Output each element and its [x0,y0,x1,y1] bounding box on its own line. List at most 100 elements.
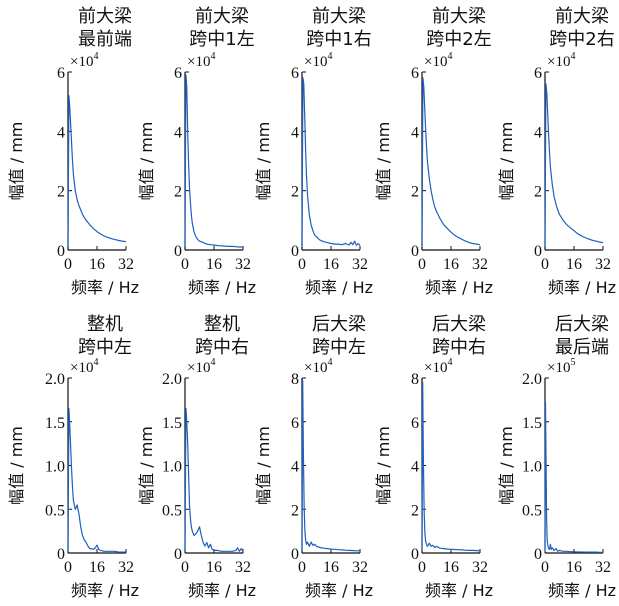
exponent-power: 4 [570,51,575,62]
exponent-base: ×10 [187,360,210,376]
series-line [544,401,603,553]
x-tick-label: 0 [541,559,549,576]
y-tick-label: 2 [57,184,65,201]
x-axis-label: 频率 / Hz [425,581,493,600]
y-tick-label: 1.0 [162,459,182,476]
x-tick-label: 32 [472,559,488,576]
y-axis-label: 幅值 / mm [254,426,273,505]
y-tick-label: 0 [57,243,65,260]
x-axis-label: 频率 / Hz [548,581,616,600]
y-tick-label: 4 [57,124,65,141]
exponent-label: ×105 [547,357,575,376]
x-tick-label: 16 [89,256,105,273]
y-tick-label: 0.5 [522,502,542,519]
y-tick-label: 0 [291,243,299,260]
subplot-title-line: 前大梁 [78,6,132,27]
y-tick-label: 4 [411,459,419,476]
exponent-power: 4 [327,357,332,368]
y-tick-label: 2.0 [522,371,542,388]
y-tick-label: 2 [291,502,299,519]
y-tick-label: 6 [291,65,299,82]
series-line [301,77,361,248]
y-tick-label: 0.5 [162,502,182,519]
y-tick-label: 2 [534,184,542,201]
x-tick-label: 16 [323,256,339,273]
y-tick-label: 0.5 [45,502,65,519]
y-tick-label: 6 [411,415,419,432]
x-tick-label: 32 [235,256,251,273]
x-tick-label: 32 [352,256,368,273]
exponent-power: 4 [447,51,452,62]
y-tick-label: 1.0 [522,459,542,476]
exponent-base: ×10 [187,54,210,70]
y-tick-label: 4 [174,124,182,141]
exponent-base: ×10 [547,54,570,70]
exponent-label: ×104 [70,51,98,70]
exponent-label: ×104 [187,51,215,70]
y-tick-label: 4 [534,124,542,141]
subplot-title-line: 跨中2左 [426,29,491,50]
y-tick-label: 2 [411,502,419,519]
y-tick-label: 0 [174,546,182,563]
series-line [67,95,127,248]
y-tick-label: 0 [411,546,419,563]
subplot-title-line: 后大梁 [432,314,486,335]
x-axis-label: 频率 / Hz [188,278,256,297]
x-tick-label: 16 [566,559,582,576]
subplot-title-line: 跨中1左 [189,29,254,50]
exponent-label: ×104 [424,51,452,70]
y-tick-label: 1.5 [162,415,182,432]
y-tick-label: 0 [534,243,542,260]
x-tick-label: 0 [64,256,72,273]
y-tick-label: 6 [291,415,299,432]
y-tick-label: 0 [291,546,299,563]
exponent-power: 4 [210,51,215,62]
exponent-power: 4 [327,51,332,62]
x-tick-label: 32 [595,256,611,273]
subplot-title-line: 后大梁 [312,314,366,335]
x-axis-label: 频率 / Hz [71,581,139,600]
y-axis-label: 幅值 / mm [254,122,273,201]
series-line [421,77,481,248]
exponent-label: ×104 [187,357,215,376]
y-tick-label: 8 [411,371,419,388]
exponent-base: ×10 [424,54,447,70]
x-tick-label: 32 [118,559,134,576]
x-tick-label: 16 [443,559,459,576]
y-tick-label: 6 [174,65,182,82]
subplot-title-line: 后大梁 [555,314,609,335]
exponent-base: ×10 [304,54,327,70]
subplot-title-line: 最后端 [555,337,609,358]
exponent-base: ×10 [547,360,570,376]
subplot-title-line: 最前端 [78,29,132,50]
exponent-label: ×104 [304,51,332,70]
x-tick-label: 0 [64,559,72,576]
series-line [67,408,126,553]
exponent-power: 4 [93,51,98,62]
y-axis-label: 幅值 / mm [374,122,393,201]
x-tick-label: 16 [206,256,222,273]
y-tick-label: 6 [534,65,542,82]
series-line [184,74,243,248]
x-tick-label: 16 [566,256,582,273]
series-line [301,379,360,552]
y-tick-label: 6 [57,65,65,82]
x-tick-label: 32 [235,559,251,576]
exponent-power: 4 [210,357,215,368]
y-tick-label: 0 [57,546,65,563]
subplot-title-line: 前大梁 [195,6,249,27]
x-axis-label: 频率 / Hz [548,278,616,297]
x-axis-label: 频率 / Hz [71,278,139,297]
subplot-title-line: 跨中1右 [306,29,371,50]
y-tick-label: 2 [174,184,182,201]
subplot-title-line: 整机 [204,314,240,335]
x-tick-label: 32 [352,559,368,576]
y-tick-label: 1.5 [522,415,542,432]
